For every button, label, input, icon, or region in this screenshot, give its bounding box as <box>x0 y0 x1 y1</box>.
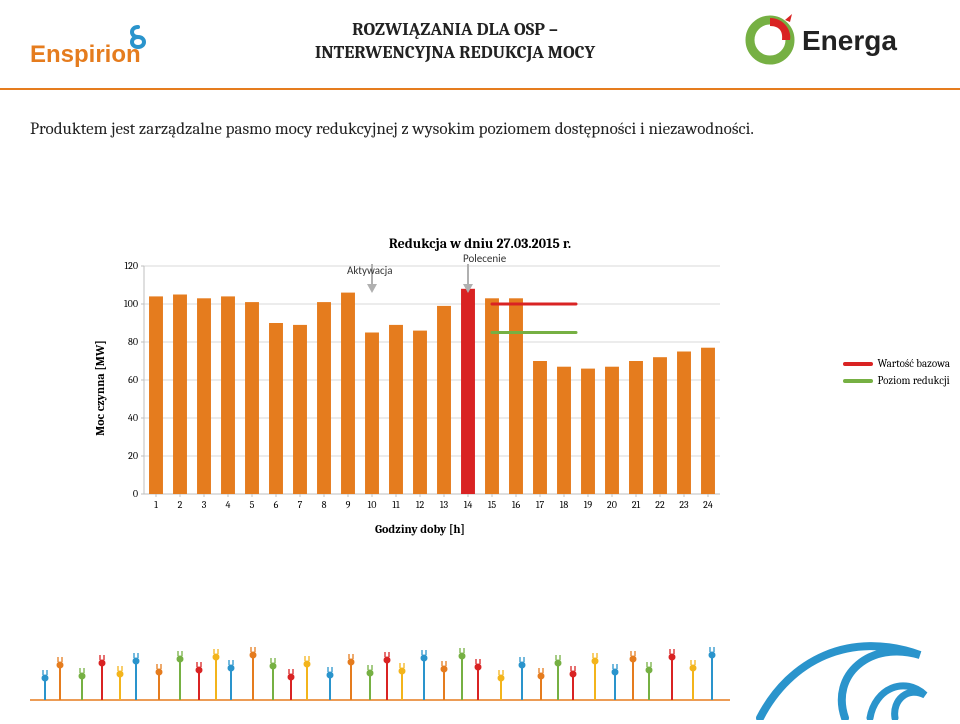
energa-logo: Energa <box>740 10 930 74</box>
svg-text:3: 3 <box>202 499 207 511</box>
bar-21 <box>629 361 643 494</box>
svg-text:80: 80 <box>128 336 138 348</box>
bar-6 <box>269 323 283 494</box>
bar-2 <box>173 295 187 495</box>
svg-text:4: 4 <box>226 499 231 511</box>
svg-text:12: 12 <box>416 499 425 511</box>
chart-title: Redukcja w dniu 27.03.2015 r. <box>110 235 850 252</box>
svg-text:Energa: Energa <box>802 25 897 56</box>
svg-text:10: 10 <box>368 499 377 511</box>
bar-1 <box>149 296 163 494</box>
svg-text:9: 9 <box>346 499 351 511</box>
legend-swatch <box>843 362 873 366</box>
svg-text:100: 100 <box>124 298 138 310</box>
bar-5 <box>245 302 259 494</box>
svg-text:16: 16 <box>512 499 521 511</box>
bar-14 <box>461 289 475 494</box>
bar-17 <box>533 361 547 494</box>
page-title: ROZWIĄZANIA DLA OSP – INTERWENCYJNA REDU… <box>200 18 710 65</box>
bar-10 <box>365 333 379 495</box>
svg-text:14: 14 <box>464 499 473 511</box>
enspirion-logo: Enspirion <box>30 22 180 76</box>
legend-swatch <box>843 379 873 383</box>
chart-canvas: 0204060801001201234567891011121314151617… <box>110 258 730 518</box>
svg-text:5: 5 <box>250 499 255 511</box>
svg-text:6: 6 <box>274 499 279 511</box>
bar-19 <box>581 369 595 494</box>
bar-16 <box>509 298 523 494</box>
svg-text:Enspirion: Enspirion <box>30 41 141 68</box>
header: Enspirion ROZWIĄZANIA DLA OSP – INTERWEN… <box>0 0 960 90</box>
svg-text:11: 11 <box>392 499 400 511</box>
svg-text:1: 1 <box>154 499 158 511</box>
title-line-1: ROZWIĄZANIA DLA OSP – <box>200 18 710 41</box>
svg-text:0: 0 <box>133 488 138 500</box>
bar-3 <box>197 298 211 494</box>
svg-text:17: 17 <box>536 499 545 511</box>
subtitle-text: Produktem jest zarządzalne pasmo mocy re… <box>30 120 930 139</box>
bar-18 <box>557 367 571 494</box>
bar-9 <box>341 293 355 494</box>
annotation-polecenie: Polecenie <box>463 252 506 265</box>
bar-4 <box>221 296 235 494</box>
y-axis-label: Moc czynna [MW] <box>93 340 107 436</box>
svg-text:20: 20 <box>128 450 138 462</box>
svg-text:120: 120 <box>124 260 138 272</box>
legend-item: Poziom redukcji <box>843 374 951 387</box>
title-line-2: INTERWENCYJNA REDUKCJA MOCY <box>200 41 710 64</box>
svg-text:20: 20 <box>607 499 617 511</box>
bar-24 <box>701 348 715 494</box>
legend-label: Wartość bazowa <box>878 357 951 370</box>
svg-text:8: 8 <box>322 499 327 511</box>
bar-23 <box>677 352 691 495</box>
legend-item: Wartość bazowa <box>843 357 951 370</box>
svg-text:40: 40 <box>128 412 138 424</box>
svg-text:13: 13 <box>440 499 449 511</box>
bar-13 <box>437 306 451 494</box>
svg-text:7: 7 <box>298 499 303 511</box>
header-divider <box>0 88 960 90</box>
svg-text:21: 21 <box>632 499 641 511</box>
svg-text:22: 22 <box>655 499 665 511</box>
bar-15 <box>485 298 499 494</box>
svg-text:19: 19 <box>584 499 593 511</box>
footer-decoration <box>0 600 960 720</box>
svg-text:18: 18 <box>560 499 569 511</box>
bar-20 <box>605 367 619 494</box>
x-axis-label: Godziny doby [h] <box>110 522 730 536</box>
bar-7 <box>293 325 307 494</box>
bar-22 <box>653 357 667 494</box>
chart-legend: Wartość bazowa Poziom redukcji <box>843 353 951 391</box>
svg-text:15: 15 <box>488 499 497 511</box>
svg-text:60: 60 <box>128 374 138 386</box>
reduction-chart: Redukcja w dniu 27.03.2015 r. Moc czynna… <box>110 235 850 535</box>
legend-label: Poziom redukcji <box>878 374 950 387</box>
annotation-aktywacja: Aktywacja <box>347 264 393 277</box>
bar-12 <box>413 331 427 494</box>
svg-text:2: 2 <box>178 499 183 511</box>
bar-11 <box>389 325 403 494</box>
bar-8 <box>317 302 331 494</box>
svg-text:24: 24 <box>703 499 713 511</box>
svg-text:23: 23 <box>679 499 689 511</box>
